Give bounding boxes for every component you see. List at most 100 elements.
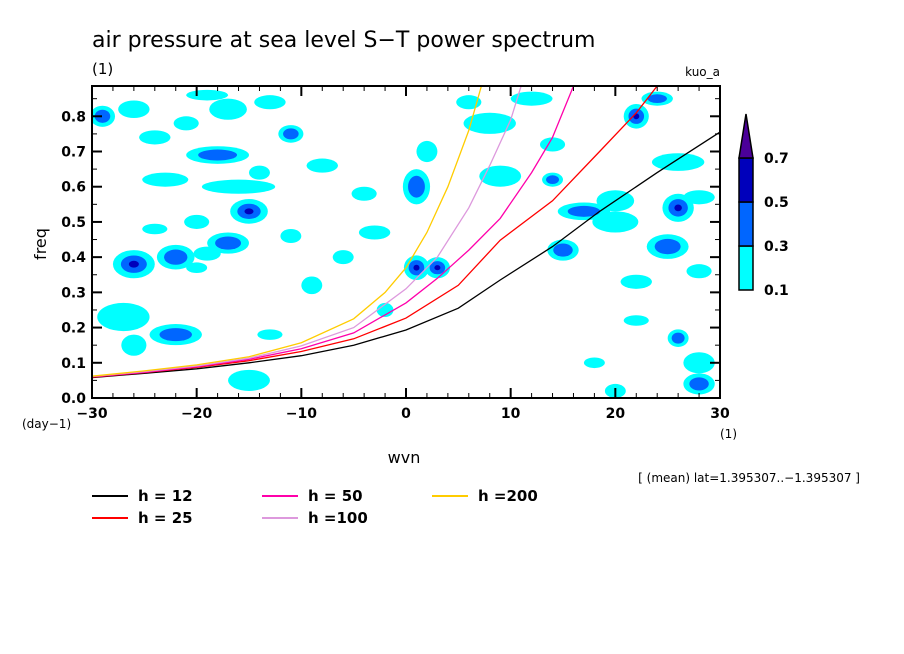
contour-patch (358, 225, 391, 240)
contour-patch (249, 165, 270, 180)
y-tick-label: 0.0 (61, 391, 86, 407)
contour-level-2 (198, 149, 238, 161)
x-tick-label: 20 (606, 406, 626, 422)
contour-patch (156, 244, 195, 270)
contour-level-1 (254, 95, 286, 110)
legend-item: h =200 (432, 487, 538, 505)
contour-level-1 (301, 276, 323, 295)
contour-patch (301, 276, 323, 295)
legend: h = 12 h = 25 h = 50 h =100 h =200 (92, 487, 538, 527)
contour-patch (641, 91, 673, 106)
contour-level-1 (257, 329, 283, 340)
contour-patch (306, 158, 338, 173)
contour-level-2 (546, 175, 560, 185)
contour-patch (542, 172, 563, 187)
contour-patch (583, 357, 605, 369)
colorbar-extend-triangle (738, 113, 754, 159)
contour-level-3 (674, 204, 682, 212)
contour-level-1 (358, 225, 391, 240)
x-tick-label: 0 (401, 406, 411, 422)
contour-level-1 (510, 91, 553, 106)
contour-patch (686, 264, 712, 279)
contour-level-1 (456, 95, 482, 110)
contour-patch (662, 193, 694, 222)
contour-level-3 (244, 208, 254, 215)
legend-label: h = 12 (138, 487, 193, 505)
contour-patch (463, 112, 516, 134)
contour-patch (142, 172, 189, 187)
contour-patch (201, 179, 276, 194)
legend-label: h =100 (308, 509, 368, 527)
contour-level-1 (623, 315, 649, 326)
contour-level-1 (583, 357, 605, 369)
contour-patch (92, 105, 116, 127)
curve-200 (92, 86, 483, 377)
contour-level-1 (97, 302, 150, 332)
contour-level-1 (683, 352, 715, 374)
contour-level-2 (671, 332, 685, 344)
contour-patch (651, 153, 705, 171)
contour-level-1 (142, 223, 168, 235)
contour-level-1 (620, 274, 652, 289)
contour-patch (230, 199, 268, 224)
y-tick-label: 0.5 (61, 215, 86, 231)
contour-level-2 (215, 236, 242, 250)
contour-patch (332, 250, 354, 265)
colorbar-label: 0.7 (764, 151, 789, 167)
contour-level-3 (434, 265, 441, 271)
contour-patch (456, 95, 482, 110)
contour-level-2 (408, 175, 425, 198)
contour-level-1 (351, 186, 377, 201)
curve-100 (92, 86, 522, 378)
legend-item: h = 50 (262, 487, 363, 505)
contour-patch (424, 257, 450, 279)
contour-level-1 (186, 89, 229, 101)
contour-patch (186, 89, 229, 101)
contour-patch (257, 329, 283, 340)
contour-patch (278, 125, 304, 143)
legend-item: h = 25 (92, 509, 193, 527)
x-tick-label: −10 (286, 406, 317, 422)
contour-patch (186, 262, 208, 273)
contour-level-1 (249, 165, 270, 180)
contour-patch (184, 214, 210, 229)
contour-patch (402, 169, 431, 205)
contour-level-1 (306, 158, 338, 173)
contour-level-3 (413, 264, 420, 271)
contour-patch (683, 352, 715, 374)
contour-level-1 (121, 334, 147, 356)
contour-patch (121, 334, 147, 356)
y-tick-label: 0.4 (61, 250, 86, 266)
contour-level-1 (416, 140, 438, 163)
contour-level-2 (94, 109, 111, 123)
contour-level-1 (280, 228, 302, 244)
legend-item: h =100 (262, 509, 368, 527)
contour-patch (173, 116, 199, 131)
y-tick-label: 0.8 (61, 109, 86, 125)
contour-patch (254, 95, 286, 110)
x-axis-label: wvn (388, 448, 421, 467)
colorbar-segment (738, 157, 754, 203)
y-axis: 0.0 0.1 0.2 0.3 0.4 0.5 0.6 0.7 0.8 (61, 98, 720, 407)
contour-level-1 (651, 153, 705, 171)
legend-item: h = 12 (92, 487, 193, 505)
x-tick-label: −20 (181, 406, 212, 422)
contour-level-2 (159, 328, 192, 342)
y-tick-label: 0.6 (61, 180, 86, 196)
plot-frame (91, 85, 721, 399)
contour-patch (118, 100, 150, 119)
colorbar-label: 0.5 (764, 195, 789, 211)
contour-level-2 (567, 205, 601, 217)
contour-level-2 (689, 377, 709, 391)
contour-level-1 (479, 165, 522, 187)
contour-level-1 (376, 302, 394, 318)
contour-patch (539, 137, 566, 152)
contour-patch (479, 165, 522, 187)
curve-50 (92, 86, 575, 378)
x-axis: −30 −20 −10 0 10 20 30 (76, 86, 730, 422)
contour-patch (112, 250, 155, 279)
curve-25 (92, 86, 658, 378)
contour-patch (510, 91, 553, 106)
latitude-annotation: [ (mean) lat=1.395307..−1.395307 ] (638, 471, 860, 485)
